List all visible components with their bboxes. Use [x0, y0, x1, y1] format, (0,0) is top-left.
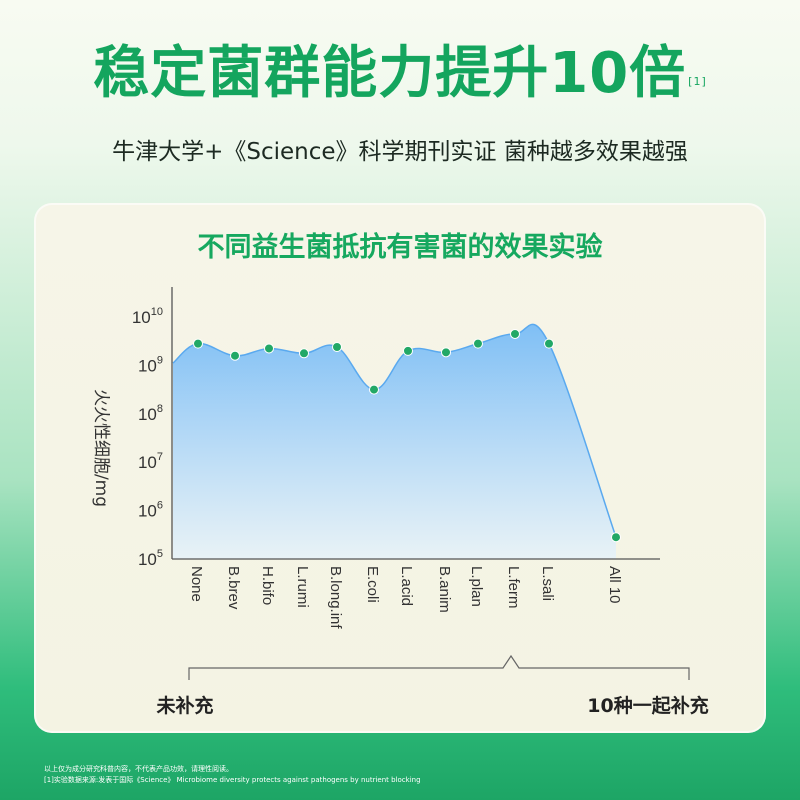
data-point [264, 343, 274, 354]
x-tick-label: L.sali [539, 566, 556, 601]
y-tick-label: 109 [138, 354, 163, 375]
data-point [544, 338, 554, 349]
data-point [473, 338, 483, 349]
y-tick-label: 106 [138, 500, 163, 521]
data-point [332, 342, 342, 353]
chart-title: 不同益生菌抵抗有害菌的效果实验 [197, 232, 603, 263]
x-tick-label: L.ferm [505, 566, 522, 609]
data-point [193, 338, 203, 349]
data-point [230, 350, 240, 361]
group-label-untreated: 未补充 [155, 694, 213, 717]
data-point [510, 328, 520, 339]
footnote-disclaimer: 以上仅为成分研究科普内容，不代表产品功效，请理性阅读。 [44, 765, 233, 773]
y-tick-label: 1010 [132, 306, 163, 327]
subheadline: 牛津大学+《Science》科学期刊实证 菌种越多效果越强 [112, 139, 688, 165]
footnote-source: [1]实验数据来源:发表于国际《Science》 Microbiome dive… [44, 776, 421, 784]
x-tick-label: None [188, 566, 205, 602]
x-tick-label: L.rumi [294, 566, 311, 608]
data-point [611, 532, 621, 543]
data-point [403, 345, 413, 356]
data-point [299, 348, 309, 359]
x-tick-label: H.bifo [259, 566, 276, 605]
y-axis-label: 火火性细胞/mg [91, 389, 111, 507]
data-point [369, 384, 379, 395]
y-tick-label: 105 [138, 548, 163, 569]
footnote: 以上仅为成分研究科普内容，不代表产品功效，请理性阅读。 [1]实验数据来源:发表… [44, 764, 421, 786]
x-tick-label: B.brev [225, 566, 242, 610]
headline-reference: [1] [688, 75, 707, 88]
x-tick-label: L.acid [398, 566, 415, 606]
group-label-combined: 10种一起补充 [587, 694, 708, 717]
x-tick-label: L.plan [468, 566, 485, 607]
series-area [173, 324, 616, 559]
y-tick-label: 108 [138, 403, 163, 424]
group-bracket [188, 654, 690, 680]
y-tick-label: 107 [138, 451, 163, 472]
headline-text: 稳定菌群能力提升10倍 [93, 41, 687, 106]
x-tick-label: B.long.inf [327, 566, 344, 629]
x-tick-label: E.coli [364, 566, 381, 603]
headline: 稳定菌群能力提升10倍 [1] [0, 42, 800, 106]
data-point [441, 347, 451, 358]
x-tick-label: All 10 [606, 566, 623, 604]
x-tick-label: B.anim [436, 566, 453, 613]
